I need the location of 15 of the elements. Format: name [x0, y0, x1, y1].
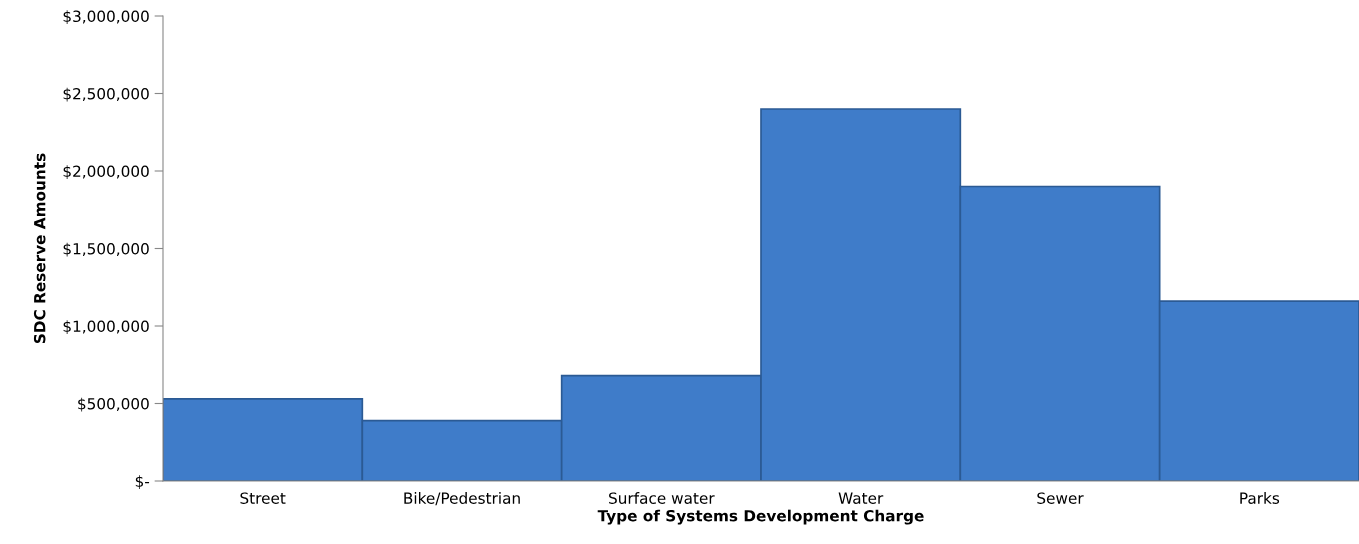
- y-tick-label: $1,000,000: [63, 320, 149, 335]
- y-tick-label: $2,000,000: [63, 165, 149, 180]
- x-tick-label: Parks: [1240, 492, 1280, 504]
- x-axis-title: Type of Systems Development Charge: [597, 509, 924, 525]
- y-tick-label: $1,500,000: [63, 242, 149, 257]
- y-tick-label: $2,500,000: [63, 87, 149, 102]
- x-tick-label: Sewer: [1037, 492, 1084, 504]
- x-tick-label: Water: [838, 492, 884, 504]
- x-tick-label: Street: [240, 492, 286, 504]
- x-tick-label: Surface water: [609, 492, 715, 504]
- y-tick-label: $500,000: [78, 397, 149, 412]
- x-tick-label: Bike/Pedestrian: [404, 492, 520, 506]
- y-tick-label: $-: [135, 475, 150, 490]
- y-axis-title: SDC Reserve Amounts: [33, 153, 46, 344]
- y-tick-label: $3,000,000: [63, 10, 149, 25]
